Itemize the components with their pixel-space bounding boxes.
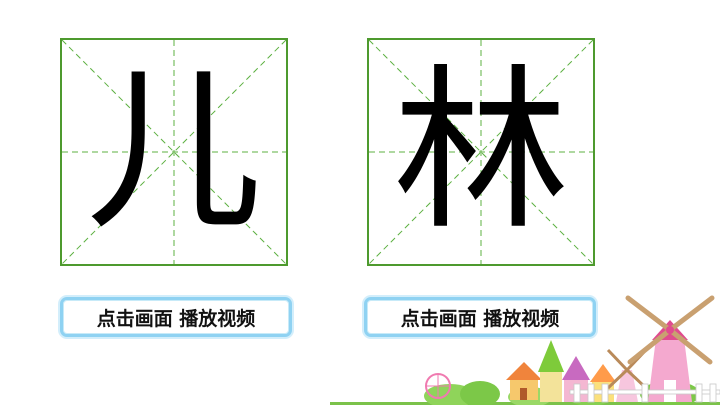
character-card-1[interactable]: 儿 [60,38,288,266]
tianzige-grid [369,40,593,264]
house-icon [506,362,542,400]
play-video-button-2[interactable]: 点击画面 播放视频 [364,297,596,337]
character-glyph-er: 儿 [85,49,262,254]
ferris-wheel-icon [425,373,451,399]
village-decoration [330,295,720,405]
fence-icon [569,383,720,403]
character-card-2[interactable]: 林 [367,38,595,266]
tianzige-grid [62,40,286,264]
play-video-button-1[interactable]: 点击画面 播放视频 [60,297,292,337]
windmill-icon [625,295,715,402]
character-glyph-lin: 林 [392,49,569,254]
